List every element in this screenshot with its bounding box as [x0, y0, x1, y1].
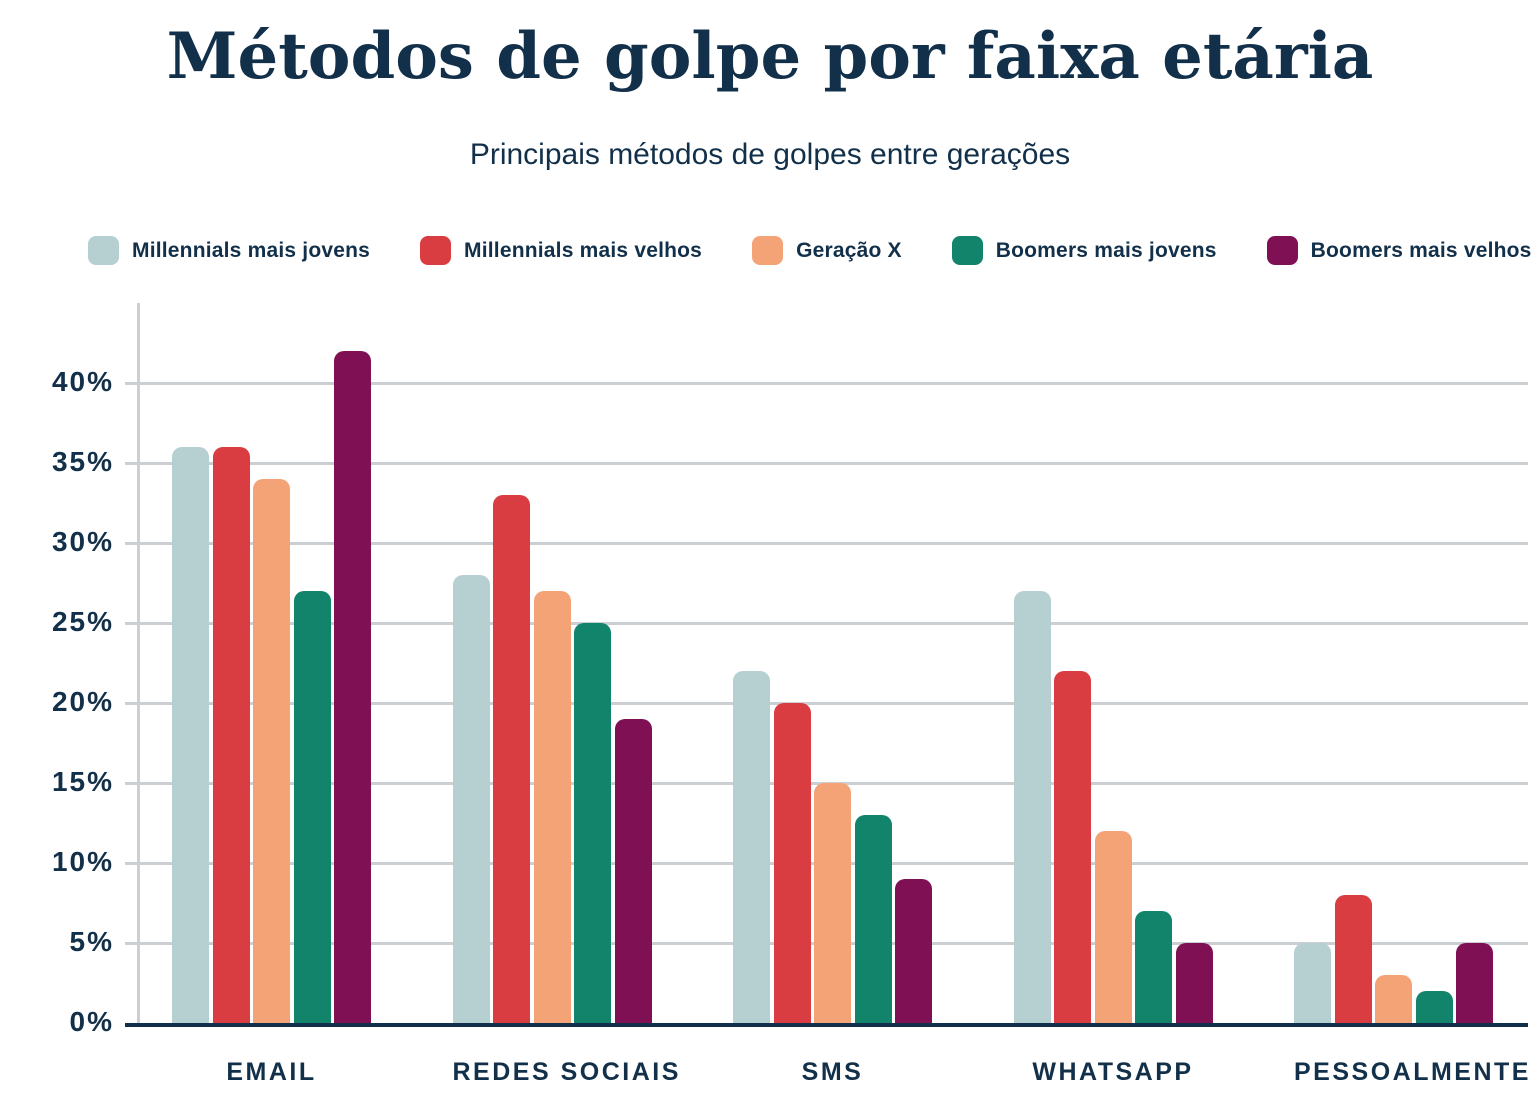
y-tick-label: 30% [51, 526, 114, 557]
bar [1294, 943, 1331, 1023]
legend-swatch [1266, 236, 1298, 265]
category-label: EMAIL [226, 1058, 317, 1086]
legend-item: Boomers mais velhos [1266, 236, 1532, 265]
bar [293, 591, 331, 1023]
bar [172, 447, 209, 1023]
gridline [125, 382, 1528, 385]
y-tick-label: 25% [51, 606, 114, 637]
bar [452, 575, 490, 1023]
bar [1013, 591, 1051, 1023]
bar [1456, 943, 1493, 1023]
chart-title: Métodos de golpe por faixa etária [166, 19, 1374, 94]
category-label: WHATSAPP [1032, 1058, 1194, 1086]
y-tick-label: 5% [69, 926, 114, 957]
legend-item: Millennials mais jovens [88, 236, 370, 265]
bar [1175, 943, 1213, 1023]
legend-swatch [951, 236, 983, 265]
bar [733, 671, 770, 1023]
legend-item: Geração X [752, 236, 902, 265]
bar [773, 703, 811, 1023]
bar [1334, 895, 1372, 1023]
bar [574, 623, 611, 1023]
gridline [125, 542, 1528, 545]
bar [854, 815, 892, 1023]
legend-label: Boomers mais jovens [995, 238, 1217, 262]
y-tick-label: 35% [51, 446, 114, 477]
y-tick-label: 15% [51, 766, 114, 797]
y-tick-label: 10% [51, 846, 114, 877]
bar [614, 719, 652, 1023]
category-label: REDES SOCIAIS [452, 1058, 681, 1086]
y-tick-label: 20% [51, 686, 114, 717]
bar [1415, 991, 1453, 1023]
legend-swatch [88, 236, 119, 265]
legend-swatch [752, 236, 784, 265]
legend-label: Millennials mais jovens [132, 238, 371, 262]
legend-label: Boomers mais velhos [1310, 238, 1532, 262]
category-label: PESSOALMENTE [1294, 1058, 1531, 1086]
chart-legend: Millennials mais jovens Millennials mais … [88, 236, 1532, 265]
chart-subtitle: Principais métodos de golpes entre geraç… [469, 138, 1071, 171]
y-tick-label: 40% [51, 366, 114, 397]
gridline [125, 622, 1528, 625]
legend-swatch [420, 236, 452, 265]
bar [1375, 975, 1412, 1023]
bar [253, 479, 290, 1023]
bar [1094, 831, 1132, 1023]
legend-item: Millennials mais velhos [420, 236, 702, 265]
y-tick-label: 0% [69, 1006, 114, 1037]
x-baseline [125, 1023, 1528, 1027]
bar [895, 879, 932, 1023]
gridline [125, 462, 1528, 465]
bar [212, 447, 250, 1023]
bar [1135, 911, 1172, 1023]
y-axis-line [137, 303, 140, 1023]
legend-label: Millennials mais velhos [464, 238, 703, 262]
legend-item: Boomers mais jovens [951, 236, 1217, 265]
category-label: SMS [801, 1058, 864, 1086]
bar [493, 495, 530, 1023]
gridline [125, 702, 1528, 705]
legend-label: Geração X [796, 238, 902, 262]
bar [533, 591, 571, 1023]
bar [334, 351, 371, 1023]
bar [814, 783, 851, 1023]
bar [1054, 671, 1091, 1023]
